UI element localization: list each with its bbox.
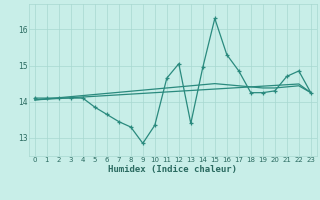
X-axis label: Humidex (Indice chaleur): Humidex (Indice chaleur) xyxy=(108,165,237,174)
